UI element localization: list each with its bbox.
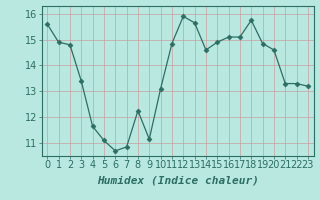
X-axis label: Humidex (Indice chaleur): Humidex (Indice chaleur)	[97, 176, 259, 186]
